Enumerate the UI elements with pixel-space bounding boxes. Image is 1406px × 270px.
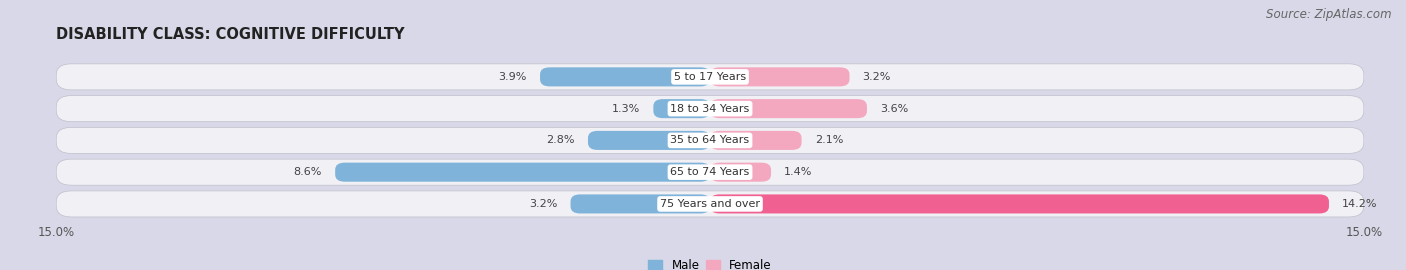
Text: 75 Years and over: 75 Years and over [659, 199, 761, 209]
Text: 2.1%: 2.1% [814, 135, 844, 146]
FancyBboxPatch shape [335, 163, 710, 182]
Text: 35 to 64 Years: 35 to 64 Years [671, 135, 749, 146]
Text: 65 to 74 Years: 65 to 74 Years [671, 167, 749, 177]
FancyBboxPatch shape [588, 131, 710, 150]
Text: 18 to 34 Years: 18 to 34 Years [671, 104, 749, 114]
FancyBboxPatch shape [710, 194, 1329, 214]
Legend: Male, Female: Male, Female [644, 255, 776, 270]
Text: 1.4%: 1.4% [785, 167, 813, 177]
FancyBboxPatch shape [56, 159, 1364, 185]
Text: 2.8%: 2.8% [547, 135, 575, 146]
Text: 3.9%: 3.9% [499, 72, 527, 82]
FancyBboxPatch shape [710, 163, 770, 182]
FancyBboxPatch shape [56, 127, 1364, 153]
Text: DISABILITY CLASS: COGNITIVE DIFFICULTY: DISABILITY CLASS: COGNITIVE DIFFICULTY [56, 27, 405, 42]
Text: 3.2%: 3.2% [529, 199, 558, 209]
FancyBboxPatch shape [710, 99, 868, 118]
FancyBboxPatch shape [654, 99, 710, 118]
FancyBboxPatch shape [540, 67, 710, 86]
Text: 14.2%: 14.2% [1343, 199, 1378, 209]
Text: 3.2%: 3.2% [862, 72, 891, 82]
FancyBboxPatch shape [710, 67, 849, 86]
Text: 5 to 17 Years: 5 to 17 Years [673, 72, 747, 82]
FancyBboxPatch shape [56, 64, 1364, 90]
FancyBboxPatch shape [56, 191, 1364, 217]
FancyBboxPatch shape [710, 131, 801, 150]
Text: 3.6%: 3.6% [880, 104, 908, 114]
Text: 8.6%: 8.6% [294, 167, 322, 177]
FancyBboxPatch shape [56, 96, 1364, 122]
FancyBboxPatch shape [571, 194, 710, 214]
Text: 1.3%: 1.3% [612, 104, 640, 114]
Text: Source: ZipAtlas.com: Source: ZipAtlas.com [1267, 8, 1392, 21]
